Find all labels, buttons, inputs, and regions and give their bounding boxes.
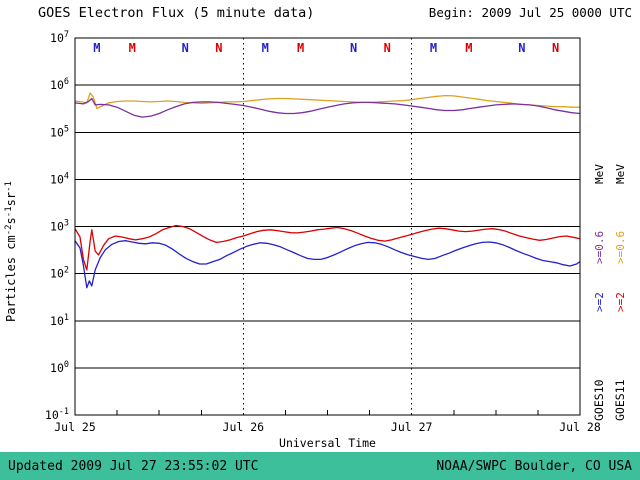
y-tick-label: 105 [50,124,69,139]
x-axis-title: Universal Time [279,436,376,450]
y-tick-label: 107 [50,30,69,45]
source-credit: NOAA/SWPC Boulder, CO USA [436,458,632,474]
day-marker-letter: M [465,41,472,55]
legend-satellite-goes11: GOES11 [613,379,627,421]
x-tick-label: Jul 25 [54,420,96,434]
y-tick-label: 104 [50,171,69,186]
day-marker-letter: M [297,41,304,55]
x-tick-label: Jul 27 [391,420,433,434]
y-tick-label: 103 [50,219,69,234]
y-tick-label: 101 [50,313,69,328]
electron-flux-chart: GOES Electron Flux (5 minute data) Begin… [4,5,632,450]
day-marker-letter: N [384,41,391,55]
series-line-goes11-0-6-mev [74,92,580,110]
plot-border [74,37,581,416]
y-axis-title: Particles cm-2s-1sr-1 [4,181,18,322]
footer-bar: Updated 2009 Jul 27 23:55:02 UTC NOAA/SW… [0,452,640,480]
series-line-goes10-2-mev [74,240,581,289]
day-marker-letter: M [93,41,100,55]
day-marker-letter: N [350,41,357,55]
y-tick-label: 102 [50,266,69,281]
begin-label: Begin: 2009 Jul 25 0000 UTC [429,5,632,20]
day-marker-letter: M [262,41,269,55]
updated-timestamp: Updated 2009 Jul 27 23:55:02 UTC [8,458,259,474]
y-tick-label: 100 [50,360,69,375]
x-tick-label: Jul 26 [223,420,265,434]
day-marker-letter: N [518,41,525,55]
legend-satellite-goes10: GOES10 [592,379,606,421]
legend-energy-labels-goes10: >=2>=0.6MeV [593,164,606,312]
plot-area: M M N N M M N N M M N N10-1100101102103104105106107… [4,30,627,450]
day-marker-letter: N [552,41,559,55]
day-marker-letter: M [430,41,437,55]
day-marker-letter: M [129,41,136,55]
y-tick-label: 106 [50,77,69,92]
chart-title: GOES Electron Flux (5 minute data) [38,5,314,21]
day-marker-letter: N [215,41,222,55]
legend-energy-labels-goes11: >=2>=0.6MeV [614,164,627,312]
x-tick-label: Jul 28 [559,420,601,434]
series-line-goes10-0-6-mev [74,97,581,118]
series-line-goes11-2-mev [74,224,581,271]
day-marker-letter: N [182,41,189,55]
